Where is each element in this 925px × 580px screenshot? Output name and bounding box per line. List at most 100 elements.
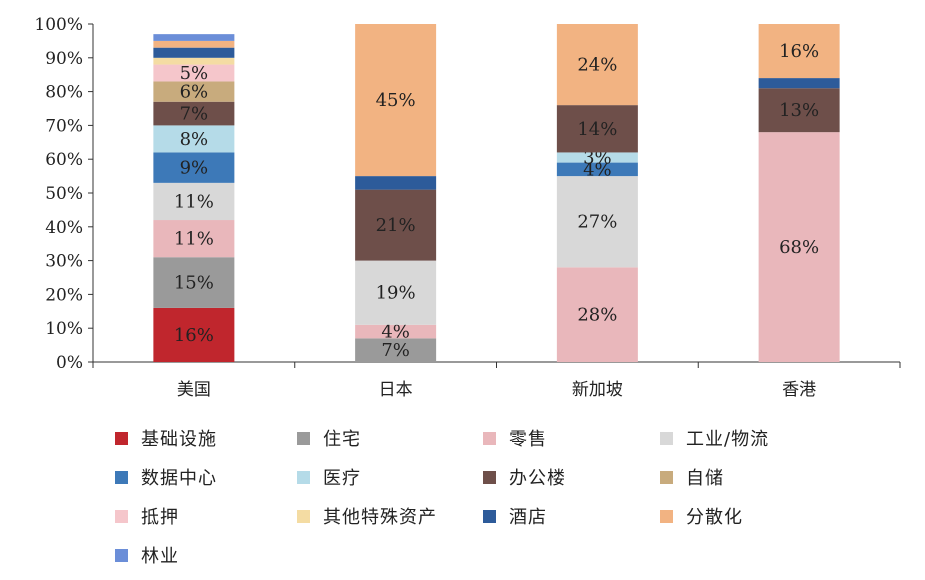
stacked-bar-chart: 0% 10% 20% 30% 40% 50% 60% 70% 80% 90% 100% 16% 15% 1…	[34, 15, 901, 400]
data-label: 3%	[583, 148, 612, 169]
bar-segment	[355, 24, 437, 177]
bar-segment	[153, 81, 235, 102]
bar-segment	[153, 57, 235, 65]
legend-label: 酒店	[509, 507, 547, 528]
legend-item: 工业/物流	[660, 425, 769, 451]
data-label: 13%	[779, 100, 819, 121]
legend-item: 自储	[660, 464, 724, 490]
legend-swatch	[483, 431, 496, 445]
legend-label: 其他特殊资产	[323, 507, 437, 528]
bar-segment	[758, 132, 840, 362]
data-label: 24%	[577, 55, 617, 76]
bar-segment	[556, 24, 638, 106]
bar-segment	[556, 267, 638, 362]
data-label: 5%	[180, 63, 209, 84]
bar-segment	[153, 257, 235, 308]
legend-item: 林业	[115, 542, 179, 568]
chart-svg: 0% 10% 20% 30% 40% 50% 60% 70% 80% 90% 100% 16% 15% 1…	[34, 15, 901, 400]
y-tick-label: 30%	[45, 252, 83, 272]
bar-segment	[153, 47, 235, 58]
legend-label: 零售	[509, 429, 547, 450]
bar-segment	[153, 40, 235, 48]
y-tick-label: 20%	[45, 285, 83, 305]
data-label: 7%	[381, 340, 410, 361]
bar-segment	[556, 105, 638, 153]
legend-item: 基础设施	[115, 425, 217, 451]
legend-swatch	[483, 470, 496, 484]
legend-swatch	[297, 431, 310, 445]
bar-segment	[153, 307, 235, 362]
legend-label: 办公楼	[509, 468, 566, 489]
y-tick-label: 90%	[45, 49, 83, 69]
data-label: 4%	[381, 322, 410, 343]
data-label: 6%	[180, 82, 209, 103]
x-category-label: 新加坡	[572, 380, 623, 400]
y-tick-label: 10%	[45, 319, 83, 339]
bar-segment	[556, 162, 638, 177]
legend-label: 分散化	[686, 507, 743, 528]
data-label: 4%	[583, 159, 612, 180]
legend-swatch	[115, 548, 128, 562]
legend-label: 基础设施	[141, 429, 217, 450]
x-category-label: 香港	[782, 380, 816, 400]
legend-label: 医疗	[323, 468, 361, 489]
data-label: 28%	[577, 305, 617, 326]
y-tick-label: 0%	[56, 353, 83, 373]
bar-segment	[556, 152, 638, 163]
data-label: 11%	[174, 191, 214, 212]
legend-swatch	[483, 509, 496, 523]
data-label: 8%	[180, 129, 209, 150]
legend-swatch	[115, 470, 128, 484]
data-label: 68%	[779, 237, 819, 258]
data-label: 15%	[174, 273, 214, 294]
legend-item: 抵押	[115, 503, 179, 529]
bar-segment	[355, 176, 437, 190]
legend-label: 住宅	[323, 429, 361, 450]
legend-item: 其他特殊资产	[297, 503, 437, 529]
legend-item: 酒店	[483, 503, 547, 529]
bar-segment	[153, 182, 235, 221]
data-label: 9%	[180, 158, 209, 179]
bar-segment	[153, 34, 235, 41]
legend-label: 抵押	[141, 507, 179, 528]
legend-swatch	[115, 431, 128, 445]
legend-label: 自储	[686, 468, 724, 489]
bar-segment	[758, 78, 840, 89]
legend-swatch	[297, 509, 310, 523]
legend-item: 数据中心	[115, 464, 217, 490]
legend-item: 分散化	[660, 503, 743, 529]
bar-segment	[153, 220, 235, 258]
legend-label: 工业/物流	[686, 429, 770, 450]
legend-item: 零售	[483, 425, 547, 451]
legend-label: 数据中心	[141, 468, 217, 489]
bar-segment	[355, 338, 437, 362]
bar-segment	[758, 88, 840, 133]
y-tick-label: 70%	[45, 116, 83, 136]
bar-segment	[355, 324, 437, 339]
legend-swatch	[660, 470, 673, 484]
bar-segment	[355, 260, 437, 325]
y-tick-label: 50%	[45, 184, 83, 204]
y-tick-label: 60%	[45, 150, 83, 170]
x-category-label: 美国	[177, 380, 211, 400]
bar-segment	[153, 101, 235, 126]
data-label: 16%	[174, 325, 214, 346]
bar-segment	[153, 64, 235, 82]
legend-swatch	[660, 509, 673, 523]
data-label: 27%	[577, 212, 617, 233]
legend-swatch	[297, 470, 310, 484]
bar-segment	[153, 152, 235, 183]
data-label: 21%	[376, 215, 416, 236]
data-label: 45%	[376, 90, 416, 111]
legend-swatch	[115, 509, 128, 523]
data-label: 14%	[577, 119, 617, 140]
legend-item: 医疗	[297, 464, 361, 490]
bar-segment	[556, 176, 638, 268]
legend-swatch	[660, 431, 673, 445]
y-tick-label: 100%	[34, 15, 83, 35]
x-category-label: 日本	[379, 380, 413, 400]
bar-segment	[758, 24, 840, 79]
data-label: 7%	[180, 104, 209, 125]
data-label: 19%	[376, 283, 416, 304]
data-label: 16%	[779, 41, 819, 62]
